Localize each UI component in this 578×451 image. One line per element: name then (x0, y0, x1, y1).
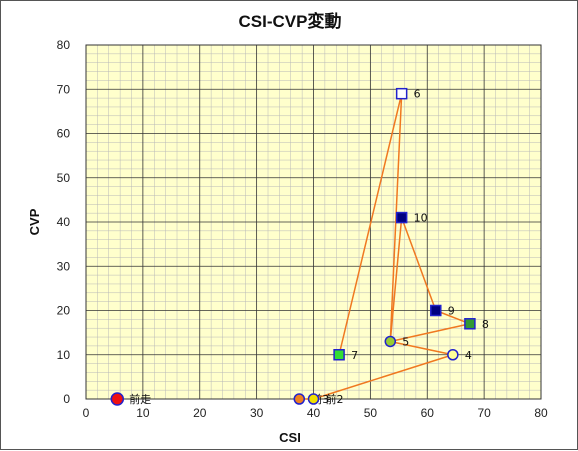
point-label: 9 (448, 305, 455, 318)
y-tick-label: 0 (63, 392, 70, 406)
point-marker (464, 318, 476, 330)
x-tick-label: 20 (193, 406, 207, 420)
point-label: 前走 (129, 392, 151, 406)
x-tick-label: 50 (364, 406, 378, 420)
x-tick-label: 40 (307, 406, 321, 420)
point-marker (384, 335, 397, 348)
point-marker (447, 349, 459, 361)
y-tick-label: 50 (57, 171, 71, 185)
series-line (390, 340, 453, 356)
x-tick-label: 80 (534, 406, 548, 420)
y-tick-label: 70 (57, 82, 71, 96)
point-marker (110, 392, 125, 406)
point-marker (293, 393, 306, 405)
point-label: 6 (414, 88, 421, 101)
point-marker (307, 393, 320, 405)
point-label: 4 (465, 349, 472, 362)
x-tick-label: 0 (83, 406, 90, 420)
point-marker (395, 211, 408, 224)
y-tick-label: 30 (57, 259, 71, 273)
point-label: 前2 (326, 392, 344, 406)
y-tick-label: 40 (57, 215, 71, 229)
y-tick-label: 80 (57, 38, 71, 52)
point-label: 7 (351, 349, 358, 362)
point-label: 5 (402, 335, 409, 348)
y-tick-label: 10 (57, 348, 71, 362)
series-line (400, 217, 437, 311)
point-marker (333, 349, 345, 361)
x-tick-label: 10 (136, 406, 150, 420)
series-line (389, 217, 403, 342)
point-label: 8 (482, 318, 489, 331)
series-line (338, 93, 403, 355)
series-line (313, 354, 454, 400)
chart-title: CSI-CVP変動 (239, 11, 342, 31)
x-axis-title: CSI (279, 430, 301, 445)
point-label: 10 (414, 212, 428, 225)
series-line (390, 323, 471, 343)
y-tick-label: 20 (57, 304, 71, 318)
y-tick-label: 60 (57, 127, 71, 141)
x-tick-label: 70 (477, 406, 491, 420)
point-marker (395, 87, 408, 100)
point-marker (430, 304, 442, 317)
x-tick-label: 60 (421, 406, 435, 420)
x-tick-label: 30 (250, 406, 264, 420)
y-axis-title: CVP (27, 208, 42, 235)
